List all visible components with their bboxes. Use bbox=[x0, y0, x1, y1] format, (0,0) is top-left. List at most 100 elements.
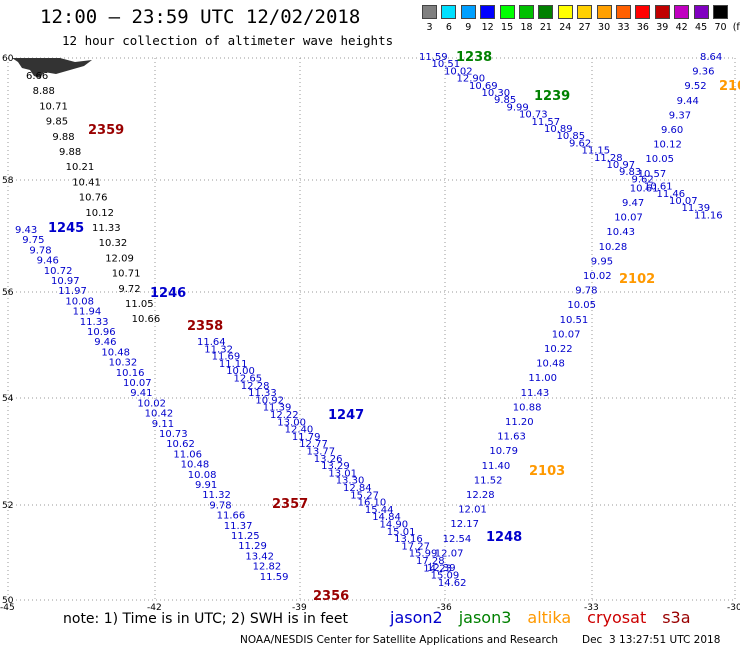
scale-swatch bbox=[693, 5, 709, 19]
lat-label: 58 bbox=[2, 176, 14, 186]
scale-label: 45 bbox=[695, 22, 708, 33]
scale-swatch bbox=[557, 5, 573, 19]
timestamp-text: Dec 3 13:27:51 UTC 2018 bbox=[582, 634, 721, 646]
pass-time-label: 1239 bbox=[534, 89, 570, 104]
axis-labels: 60 58 56 54 52 50-45 -42 -39 -36 -33 -30 bbox=[0, 54, 740, 613]
swh-value: 10.66 bbox=[132, 314, 161, 325]
swh-value: 9.41 bbox=[130, 388, 152, 399]
pass-time-label: 1245 bbox=[48, 221, 84, 236]
swh-value: 10.71 bbox=[112, 269, 141, 280]
swh-value: 11.33 bbox=[92, 223, 121, 234]
scale-label: 24 bbox=[559, 22, 572, 33]
pass-time-label: 1238 bbox=[456, 50, 492, 65]
swh-value: 15.27 bbox=[350, 490, 379, 501]
scale-label: 18 bbox=[520, 22, 533, 33]
scale-label: 39 bbox=[656, 22, 669, 33]
swh-value: 14.62 bbox=[438, 578, 467, 589]
scale-swatch bbox=[460, 5, 476, 19]
pass-times: 1238 1239 2102 210 2359 1245 1246 2358 1247 2103 2… bbox=[48, 50, 740, 604]
swh-value: 10.42 bbox=[145, 409, 174, 420]
lon-label: -30 bbox=[727, 603, 740, 613]
swh-value: 10.97 bbox=[607, 160, 636, 171]
legend-jason2: jason2 bbox=[390, 608, 443, 627]
swh-value: 11.32 bbox=[202, 490, 231, 501]
lat-label: 52 bbox=[2, 501, 13, 511]
swh-value: 9.91 bbox=[195, 480, 217, 491]
scale-swatch bbox=[635, 5, 651, 19]
map-title: 12:00 – 23:59 UTC 12/02/2018 bbox=[40, 6, 361, 28]
swh-value: 11.39 bbox=[263, 403, 292, 414]
pass-time-label: 2102 bbox=[619, 272, 655, 287]
swh-value: 15.09 bbox=[431, 571, 460, 582]
pass-time-label: 2103 bbox=[529, 464, 565, 479]
pass-time-label: 1247 bbox=[328, 408, 364, 423]
swh-value: 9.88 bbox=[52, 132, 74, 143]
swh-value: 13.16 bbox=[394, 534, 423, 545]
swh-value: 10.69 bbox=[469, 81, 498, 92]
swh-value: 11.57 bbox=[532, 117, 561, 128]
swh-value: 11.59 bbox=[419, 52, 448, 63]
swh-value: 9.72 bbox=[118, 284, 140, 295]
swh-value: 11.11 bbox=[219, 359, 248, 370]
swh-value: 11.05 bbox=[125, 299, 154, 310]
lat-label: 60 bbox=[2, 54, 14, 64]
swh-value: 10.61 bbox=[644, 182, 673, 193]
swh-value: 10.02 bbox=[583, 271, 612, 282]
swh-value: 10.48 bbox=[536, 359, 565, 370]
scale-label: 6 bbox=[445, 22, 452, 33]
swh-value: 13.26 bbox=[314, 454, 343, 465]
scale-label: 12 bbox=[481, 22, 494, 33]
swh-value: 10.41 bbox=[72, 177, 101, 188]
swh-value: 10.85 bbox=[557, 131, 586, 142]
swh-value: 12.07 bbox=[435, 548, 464, 559]
greenland-coastline bbox=[12, 58, 92, 78]
swh-value: 11.32 bbox=[204, 344, 233, 355]
swh-value: 13.30 bbox=[336, 476, 365, 487]
scale-label: 9 bbox=[465, 22, 472, 33]
swh-value: 10.02 bbox=[444, 66, 473, 77]
swh-value: 11.33 bbox=[80, 317, 109, 328]
scale-swatch bbox=[538, 5, 554, 19]
swh-value: 9.11 bbox=[152, 419, 174, 430]
swh-value: 11.66 bbox=[217, 511, 246, 522]
scale-label: 33 bbox=[617, 22, 630, 33]
scale-swatch bbox=[616, 5, 631, 19]
swh-value: 10.71 bbox=[39, 101, 68, 112]
swh-value: 9.95 bbox=[591, 256, 613, 267]
swh-value: 10.51 bbox=[432, 59, 461, 70]
swh-value: 17.27 bbox=[401, 541, 430, 552]
scale-label: 27 bbox=[578, 22, 591, 33]
swh-value: 10.22 bbox=[544, 344, 573, 355]
swh-value: 10.32 bbox=[99, 238, 128, 249]
swh-value: 9.78 bbox=[209, 500, 231, 511]
lat-label: 50 bbox=[2, 596, 14, 606]
swh-value: 12.77 bbox=[299, 439, 328, 450]
swh-value: 10.08 bbox=[65, 296, 94, 307]
lon-label: -36 bbox=[437, 603, 452, 613]
legend-s3a: s3a bbox=[662, 608, 691, 627]
swh-value: 10.21 bbox=[66, 162, 95, 173]
swh-value: 13.00 bbox=[277, 417, 306, 428]
swh-value: 10.48 bbox=[181, 460, 210, 471]
swh-value: 9.46 bbox=[37, 256, 59, 267]
swh-value: 9.75 bbox=[22, 235, 44, 246]
lon-label: -45 bbox=[0, 603, 15, 613]
swh-value: 10.12 bbox=[85, 208, 114, 219]
scale-swatch bbox=[654, 5, 670, 19]
swh-value: 12.28 bbox=[241, 381, 270, 392]
swh-value: 9.46 bbox=[94, 337, 116, 348]
swh-value: 9.60 bbox=[661, 125, 683, 136]
swh-value: 10.73 bbox=[519, 110, 548, 121]
swh-value: 11.59 bbox=[260, 572, 289, 583]
swh-value: 15.44 bbox=[365, 505, 394, 516]
swh-value: 12.90 bbox=[457, 74, 486, 85]
swh-value: 9.62 bbox=[632, 174, 654, 185]
swh-value: 11.37 bbox=[224, 521, 253, 532]
swh-value: 11.39 bbox=[682, 203, 711, 214]
pass-time-label: 1248 bbox=[486, 530, 522, 545]
swh-value: 10.79 bbox=[489, 446, 518, 457]
swh-value: 12.22 bbox=[270, 410, 299, 421]
lon-label: -39 bbox=[292, 603, 307, 613]
swh-value: 10.73 bbox=[159, 429, 188, 440]
